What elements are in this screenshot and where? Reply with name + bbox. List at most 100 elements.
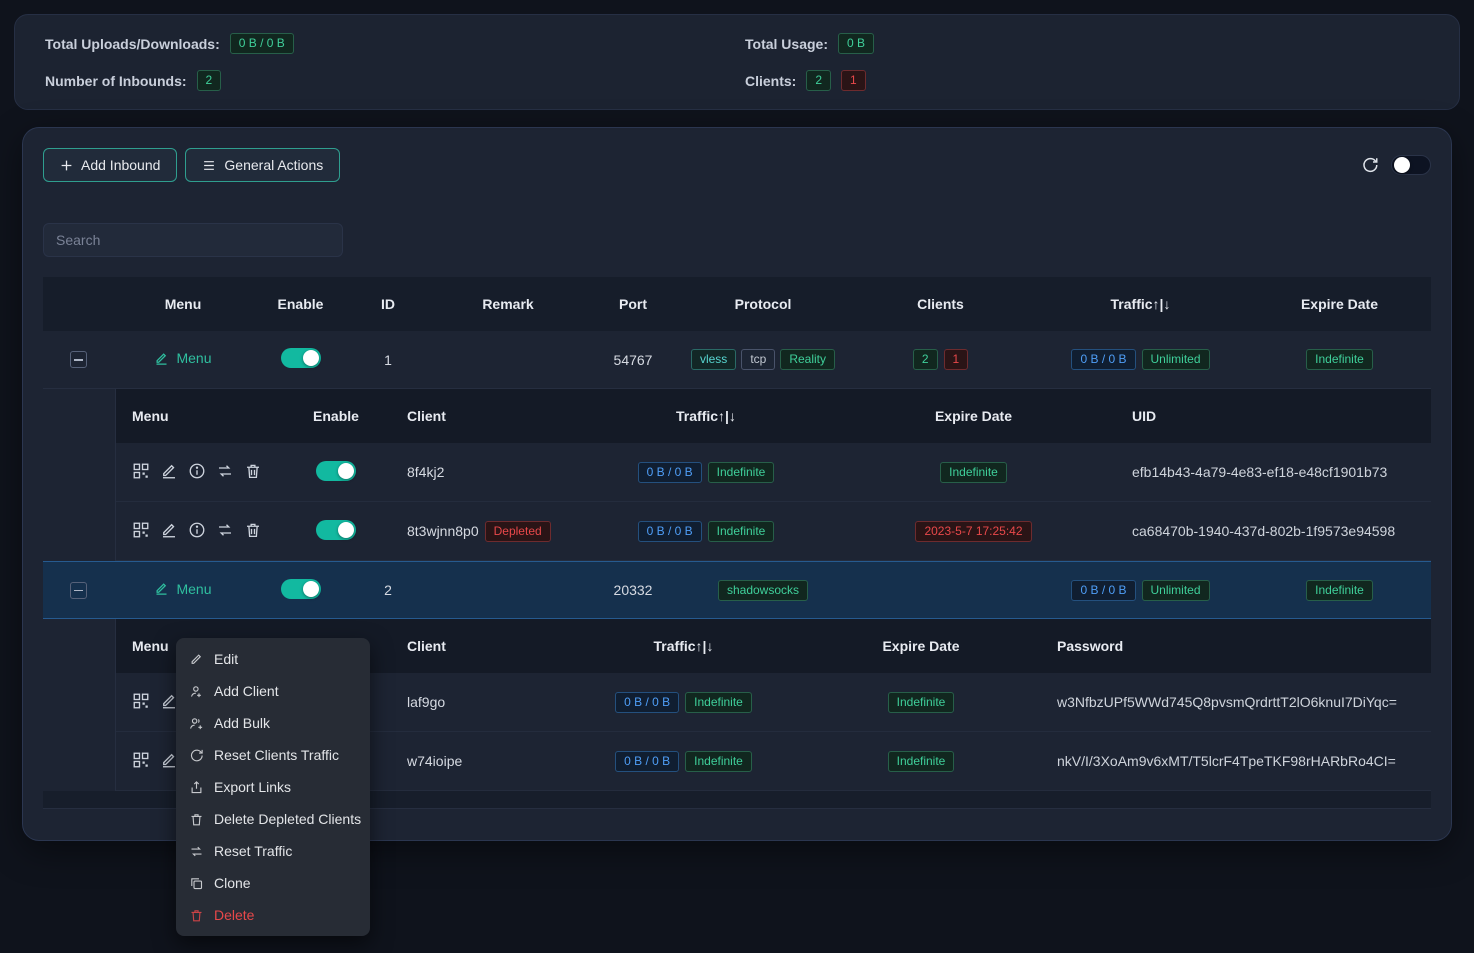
client-traffic-limit-badge: Indefinite (708, 462, 775, 483)
export-links-icon (189, 780, 204, 795)
traffic-limit-badge: Unlimited (1142, 349, 1210, 370)
header-expire-date: Expire Date (831, 408, 1116, 424)
protocol-tag: vless (691, 349, 736, 370)
reset-client-traffic-icon[interactable] (216, 521, 234, 539)
header-traffic[interactable]: Traffic↑|↓ (566, 638, 801, 654)
header-port: Port (588, 296, 678, 312)
add-client-icon (189, 684, 204, 699)
clients-depleted-count: 1 (841, 70, 866, 91)
menu-item-add-client[interactable]: Add Client (176, 675, 370, 707)
general-actions-button[interactable]: General Actions (185, 148, 340, 182)
menu-item-add-bulk[interactable]: Add Bulk (176, 707, 370, 739)
total-uploads-downloads-value: 0 B / 0 B (230, 33, 294, 54)
clients-depleted-badge: 1 (944, 349, 969, 370)
header-traffic[interactable]: Traffic↑|↓ (1033, 296, 1248, 312)
client-uid: efb14b43-4a79-4e83-ef18-e48cf1901b73 (1116, 464, 1431, 480)
inbound-row-2: Menu 2 20332 shadowsocks 0 B / 0 B Unlim… (43, 561, 1431, 619)
client-password: w3NfbzUPf5WWd745Q8pvsmQrdrttT2lO6knuI7Di… (1041, 694, 1431, 710)
header-client: Client (391, 408, 581, 424)
edit-pencil-icon (154, 581, 169, 596)
client-traffic-badge: 0 B / 0 B (615, 692, 679, 713)
qr-code-icon[interactable] (132, 751, 150, 769)
header-uid: UID (1116, 408, 1431, 424)
inbound-menu-label: Menu (176, 581, 211, 597)
clients-active-badge: 2 (913, 349, 938, 370)
transport-tag: tcp (741, 349, 775, 370)
inbound-id: 2 (348, 582, 428, 598)
client-traffic-limit-badge: Indefinite (685, 692, 752, 713)
client-enable-toggle[interactable] (316, 520, 356, 540)
client-password: nkV/I/3XoAm9v6xMT/T5lcrF4TpeTKF98rHARbRo… (1041, 753, 1431, 769)
toolbar: Add Inbound General Actions (43, 148, 1431, 182)
header-remark: Remark (428, 296, 588, 312)
clients-table-inbound-1: Menu Enable Client Traffic↑|↓ Expire Dat… (115, 389, 1431, 561)
menu-item-reset-clients-traffic[interactable]: Reset Clients Traffic (176, 739, 370, 771)
client-traffic-badge: 0 B / 0 B (638, 521, 702, 542)
search-input[interactable] (43, 223, 343, 257)
depleted-badge: Depleted (485, 521, 551, 542)
reset-clients-traffic-icon (189, 748, 204, 763)
edit-client-icon[interactable] (160, 521, 178, 539)
menu-item-delete-depleted-clients[interactable]: Delete Depleted Clients (176, 803, 370, 835)
delete-depleted-clients-icon (189, 812, 204, 827)
menu-item-delete[interactable]: Delete (176, 899, 370, 931)
menu-item-reset-traffic[interactable]: Reset Traffic (176, 835, 370, 867)
delete-client-icon[interactable] (244, 462, 262, 480)
header-menu: Menu (116, 408, 281, 424)
security-tag: Reality (780, 349, 835, 370)
expire-badge: Indefinite (1306, 349, 1373, 370)
traffic-badge: 0 B / 0 B (1071, 349, 1135, 370)
edit-icon (189, 652, 204, 667)
header-id: ID (348, 296, 428, 312)
clone-icon (189, 876, 204, 891)
client-row: 8f4kj2 0 B / 0 B Indefinite Indefinite e… (116, 443, 1431, 502)
header-expire-date: Expire Date (1248, 296, 1431, 312)
header-traffic[interactable]: Traffic↑|↓ (581, 408, 831, 424)
menu-item-edit[interactable]: Edit (176, 643, 370, 675)
client-name: w74ioipe (391, 753, 566, 769)
header-password: Password (1041, 638, 1431, 654)
total-usage-value: 0 B (838, 33, 874, 54)
client-expire-badge: Indefinite (888, 751, 955, 772)
qr-code-icon[interactable] (132, 462, 150, 480)
refresh-icon[interactable] (1361, 156, 1379, 174)
reset-client-traffic-icon[interactable] (216, 462, 234, 480)
delete-client-icon[interactable] (244, 521, 262, 539)
header-enable: Enable (281, 408, 391, 424)
inbound-row-1: Menu 1 54767 vless tcp Reality 2 1 (43, 331, 1431, 389)
traffic-limit-badge: Unlimited (1142, 580, 1210, 601)
menu-item-clone[interactable]: Clone (176, 867, 370, 899)
collapse-row-button[interactable] (70, 351, 87, 368)
header-protocol: Protocol (678, 296, 848, 312)
enable-toggle[interactable] (281, 579, 321, 599)
reset-traffic-icon (189, 844, 204, 859)
enable-toggle[interactable] (281, 348, 321, 368)
client-traffic-limit-badge: Indefinite (708, 521, 775, 542)
client-info-icon[interactable] (188, 462, 206, 480)
qr-code-icon[interactable] (132, 521, 150, 539)
client-info-icon[interactable] (188, 521, 206, 539)
inbound-menu-trigger[interactable]: Menu (154, 581, 211, 597)
add-inbound-button[interactable]: Add Inbound (43, 148, 177, 182)
client-enable-toggle[interactable] (316, 461, 356, 481)
client-name: laf9go (391, 694, 566, 710)
protocol-tag: shadowsocks (718, 580, 808, 601)
edit-client-icon[interactable] (160, 462, 178, 480)
inbounds-table-header: Menu Enable ID Remark Port Protocol Clie… (43, 277, 1431, 331)
client-expire-badge: Indefinite (940, 462, 1007, 483)
expire-badge: Indefinite (1306, 580, 1373, 601)
clients-table-1-header: Menu Enable Client Traffic↑|↓ Expire Dat… (116, 389, 1431, 443)
inbound-menu-trigger[interactable]: Menu (154, 350, 211, 366)
collapse-row-button[interactable] (70, 582, 87, 599)
plus-icon (60, 159, 73, 172)
total-usage-label: Total Usage: (745, 36, 828, 52)
qr-code-icon[interactable] (132, 692, 150, 710)
total-uploads-downloads-label: Total Uploads/Downloads: (45, 36, 220, 52)
stats-card: Total Uploads/Downloads: 0 B / 0 B Numbe… (14, 14, 1460, 110)
theme-toggle[interactable] (1391, 155, 1431, 175)
client-traffic-badge: 0 B / 0 B (638, 462, 702, 483)
inbound-id: 1 (348, 352, 428, 368)
menu-item-export-links[interactable]: Export Links (176, 771, 370, 803)
header-enable: Enable (253, 296, 348, 312)
add-bulk-icon (189, 716, 204, 731)
